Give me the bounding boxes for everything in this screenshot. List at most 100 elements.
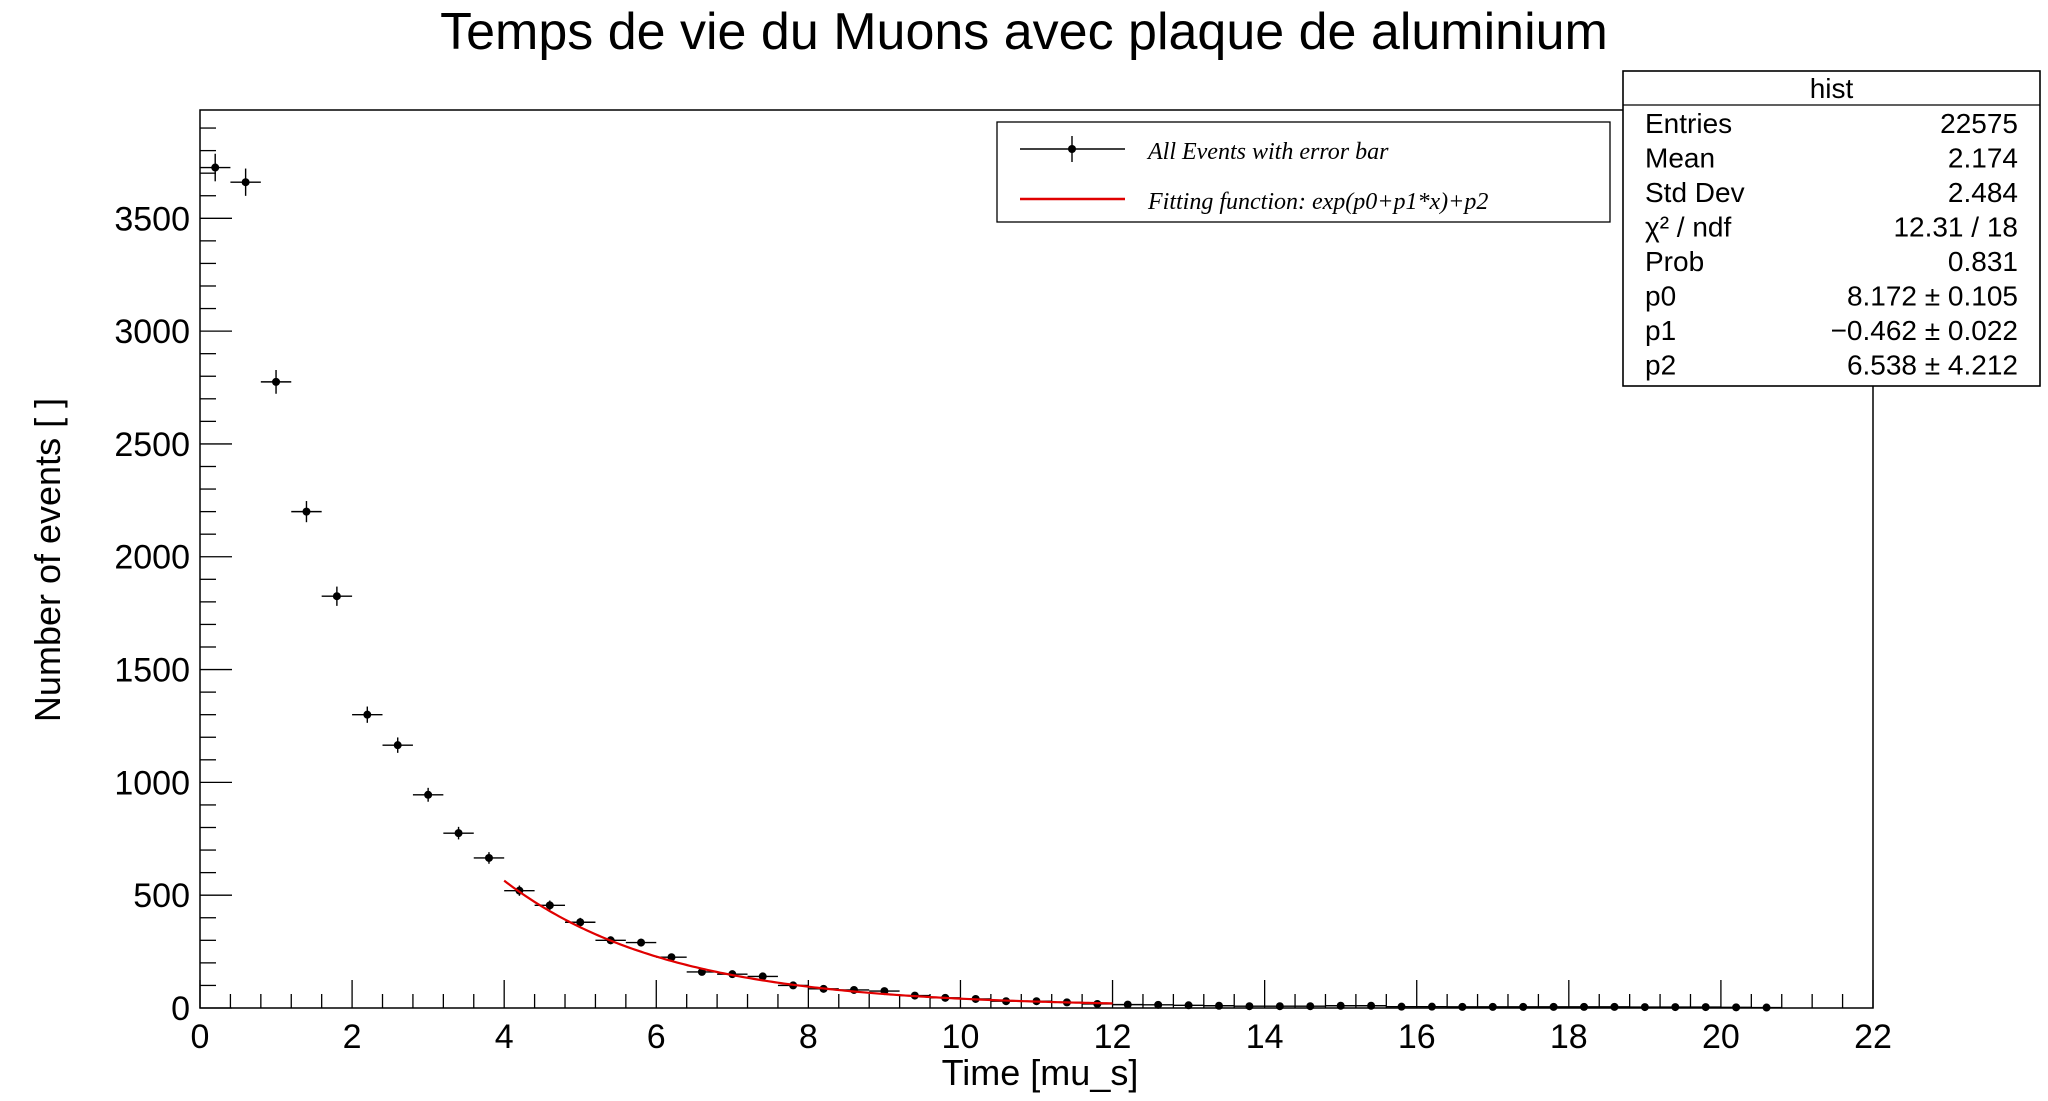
point-marker [1458, 1002, 1467, 1011]
data-point [1234, 1002, 1265, 1011]
data-point [1660, 1003, 1691, 1012]
data-point [1629, 1003, 1661, 1012]
stats-label: χ² / ndf [1645, 212, 1732, 243]
fit-curve [503, 879, 1113, 1005]
data-point [1447, 1002, 1478, 1011]
point-marker [1123, 1000, 1132, 1009]
y-tick-label: 2500 [114, 426, 190, 464]
data-point [230, 168, 261, 196]
point-marker [545, 901, 554, 910]
y-tick-label: 500 [133, 877, 190, 915]
stats-label: Entries [1645, 108, 1732, 139]
stats-label: Mean [1645, 143, 1715, 174]
stats-value: 6.538 ± 4.212 [1847, 350, 2018, 381]
point-marker [1427, 1002, 1436, 1011]
data-point [412, 787, 444, 802]
point-marker [272, 377, 281, 386]
y-tick-label: 1000 [114, 764, 190, 802]
legend-label-events: All Events with error bar [1146, 139, 1389, 165]
point-marker [1580, 1002, 1589, 1011]
stats-value: 8.172 ± 0.105 [1847, 281, 2018, 312]
x-axis-label: Time [mu_s] [942, 1052, 1139, 1093]
legend-label-fit: Fitting function: exp(p0+p1*x)+p2 [1147, 189, 1488, 215]
data-point [1355, 1001, 1387, 1010]
data-point [200, 153, 231, 182]
x-tick-label: 0 [191, 1018, 210, 1056]
point-marker [1397, 1002, 1406, 1011]
point-marker [1215, 1001, 1224, 1010]
stats-label: p0 [1645, 281, 1676, 312]
x-tick-label: 20 [1702, 1018, 1740, 1056]
data-point [260, 369, 292, 394]
point-marker [1488, 1002, 1497, 1011]
stats-box-title: hist [1810, 73, 1854, 104]
data-point [1203, 1001, 1235, 1010]
data-point [1416, 1002, 1448, 1011]
stats-value: 2.174 [1948, 143, 2018, 174]
point-marker [637, 938, 646, 947]
point-marker [1367, 1001, 1376, 1010]
point-marker [363, 710, 372, 719]
data-point [1112, 1000, 1143, 1009]
stats-value: 22575 [1940, 108, 2018, 139]
data-point [625, 938, 657, 947]
x-tick-label: 10 [942, 1018, 980, 1056]
data-point [352, 706, 383, 723]
data-point [1599, 1002, 1630, 1011]
stats-label: p1 [1645, 315, 1676, 346]
stats-box-frame [1622, 70, 2041, 387]
point-marker [211, 163, 220, 172]
x-tick-label: 12 [1094, 1018, 1132, 1056]
legend: All Events with error bar Fitting functio… [996, 121, 1611, 223]
data-point [1264, 1002, 1296, 1011]
point-marker [454, 829, 463, 838]
stats-box: hist Entries 22575 Mean 2.174 Std Dev 2.484 χ² … [1622, 70, 2041, 387]
legend-marker-point [1068, 145, 1076, 153]
data-point [291, 501, 322, 523]
data-point [1386, 1002, 1417, 1011]
data-point [1477, 1002, 1508, 1011]
data-point [1751, 1003, 1782, 1012]
data-point [1507, 1002, 1539, 1011]
point-marker [1245, 1002, 1254, 1011]
point-marker [1549, 1002, 1558, 1011]
data-point [321, 586, 353, 606]
x-tick-label: 4 [495, 1018, 514, 1056]
y-tick-label: 2000 [114, 539, 190, 577]
point-marker [1762, 1003, 1771, 1012]
stats-value: 0.831 [1948, 246, 2018, 277]
x-tick-label: 14 [1246, 1018, 1284, 1056]
point-marker [1610, 1002, 1619, 1011]
stats-value: −0.462 ± 0.022 [1831, 315, 2018, 346]
point-marker [1519, 1002, 1528, 1011]
point-marker [1154, 1000, 1163, 1009]
stats-value: 12.31 / 18 [1893, 212, 2018, 243]
y-tick-label: 1500 [114, 652, 190, 690]
x-tick-label: 22 [1854, 1018, 1892, 1056]
data-point [1142, 1000, 1174, 1009]
y-axis-label: Number of events [ ] [27, 398, 68, 722]
point-marker [1275, 1002, 1284, 1011]
data-point [1295, 1002, 1326, 1011]
point-marker [302, 507, 311, 516]
point-marker [1336, 1001, 1345, 1010]
plot-frame [199, 109, 1874, 1009]
data-point [1720, 1003, 1752, 1012]
data-point [747, 972, 778, 981]
point-marker [1640, 1003, 1649, 1012]
x-tick-label: 16 [1398, 1018, 1436, 1056]
data-point [1690, 1003, 1721, 1012]
data-point [473, 852, 505, 864]
point-marker [484, 853, 493, 862]
point-marker [667, 953, 676, 962]
data-point [1325, 1001, 1356, 1010]
point-marker [576, 918, 585, 927]
point-marker [1184, 1001, 1193, 1010]
y-tick-label: 3000 [114, 313, 190, 351]
point-marker [1306, 1002, 1315, 1011]
x-tick-label: 2 [343, 1018, 362, 1056]
data-point [443, 826, 474, 840]
point-marker [332, 592, 341, 601]
legend-box [996, 121, 1611, 223]
point-marker [1671, 1003, 1680, 1012]
